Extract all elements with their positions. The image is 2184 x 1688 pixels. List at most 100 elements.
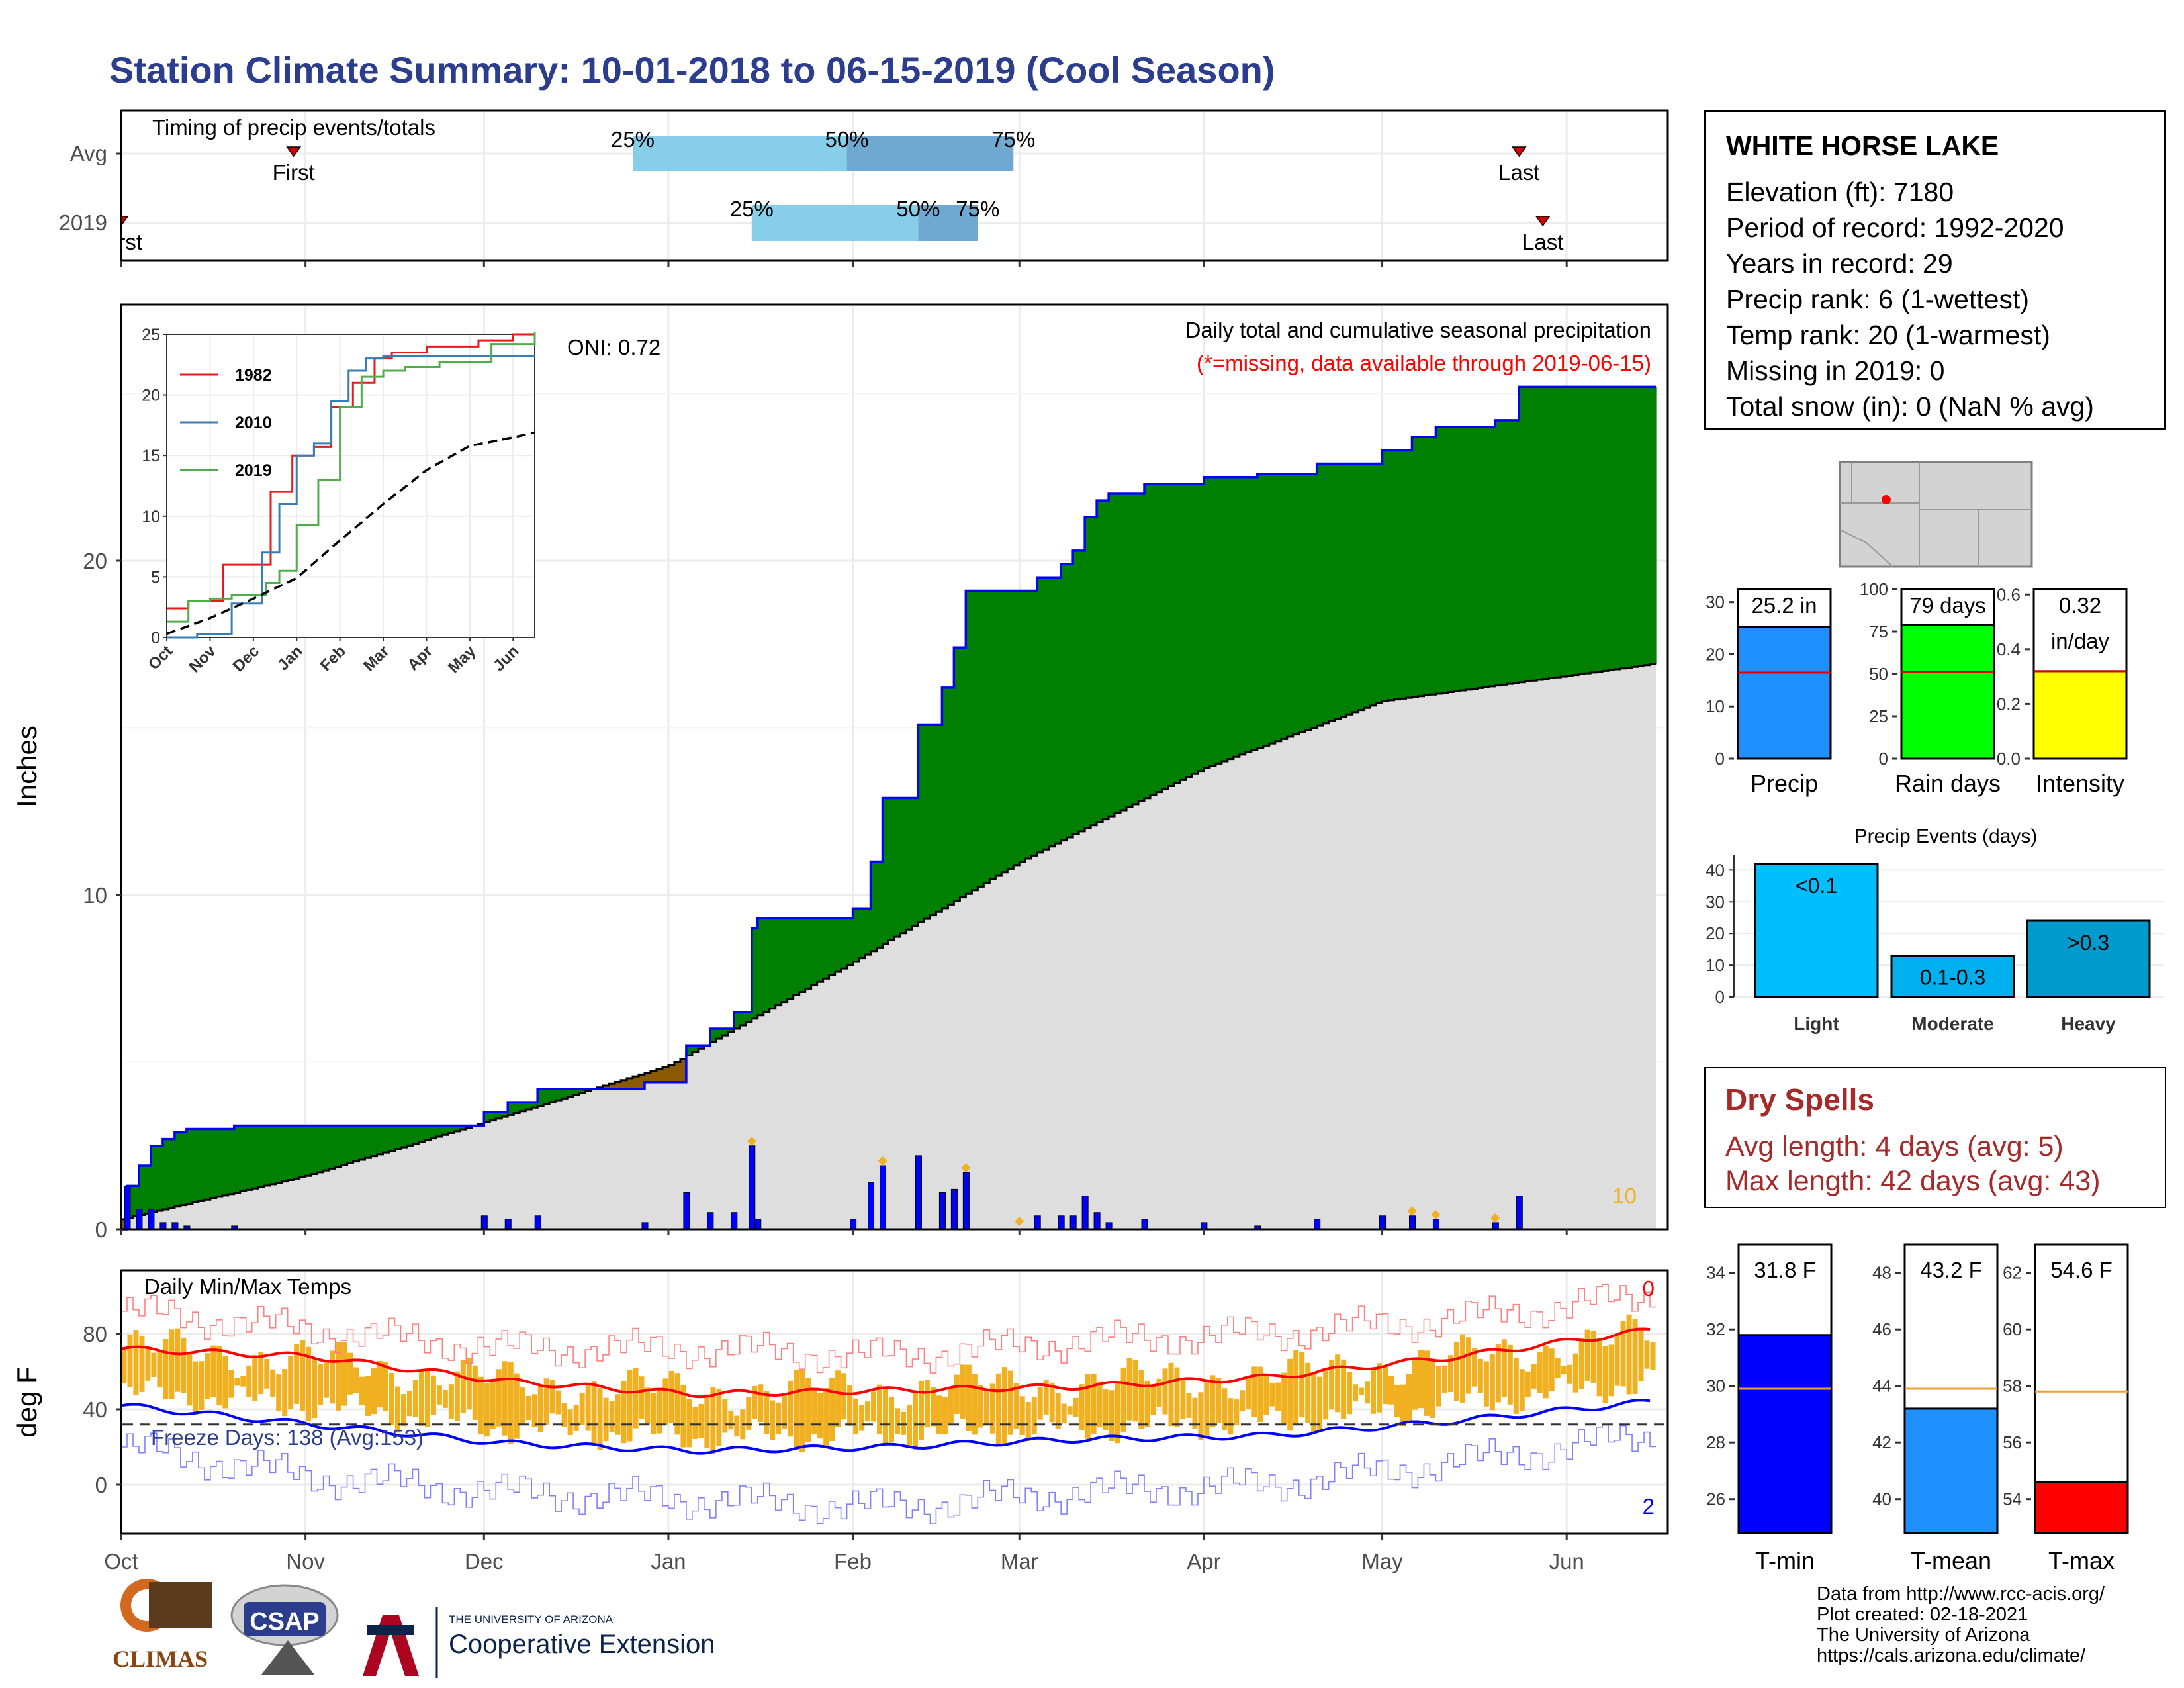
above-avg-segment xyxy=(1221,477,1228,761)
daily-temp-bar xyxy=(1335,1354,1341,1413)
summary-ytick-label: 0.2 xyxy=(1997,694,2021,714)
above-avg-segment xyxy=(1584,387,1591,674)
daily-precip-bar xyxy=(136,1209,143,1230)
daily-temp-bar xyxy=(942,1397,948,1434)
daily-precip-bar xyxy=(1379,1215,1387,1230)
above-avg-segment xyxy=(930,724,937,915)
daily-temp-bar xyxy=(1257,1366,1263,1422)
daily-precip-bar xyxy=(171,1222,179,1230)
above-avg-segment xyxy=(1197,483,1205,771)
above-avg-segment xyxy=(1489,427,1496,686)
inset-frame xyxy=(166,334,535,638)
above-avg-segment xyxy=(1091,517,1097,825)
station-info-box: WHITE HORSE LAKE Elevation (ft): 7180 Pe… xyxy=(1704,110,2166,430)
daily-temp-bar xyxy=(1447,1355,1453,1393)
temp-summary-ytick-label: 28 xyxy=(1706,1432,1725,1452)
daily-temp-bar xyxy=(454,1371,460,1421)
above-avg-segment xyxy=(954,647,960,902)
above-avg-segment xyxy=(1412,437,1419,697)
above-avg-segment xyxy=(787,918,794,999)
timing-p25-label: 25% xyxy=(611,127,655,152)
daily-temp-bar xyxy=(1055,1393,1061,1429)
above-avg-segment xyxy=(198,1129,205,1201)
daily-temp-bar xyxy=(1240,1390,1246,1412)
above-avg-segment xyxy=(436,1125,443,1137)
above-avg-segment xyxy=(1103,500,1109,820)
station-total-snow: Total snow (in): 0 (NaN % avg) xyxy=(1726,391,2094,422)
above-avg-segment xyxy=(1179,483,1187,780)
daily-temp-bar xyxy=(841,1373,847,1420)
month-label: Feb xyxy=(834,1549,872,1573)
daily-temp-bar xyxy=(1555,1358,1561,1378)
events-category-label: Light xyxy=(1794,1013,1839,1034)
daily-temp-bar xyxy=(1412,1360,1418,1410)
above-avg-segment xyxy=(1281,473,1288,739)
daily-temp-bar xyxy=(1269,1382,1275,1407)
above-avg-segment xyxy=(1441,427,1449,693)
summary-ytick-label: 30 xyxy=(1706,592,1725,612)
above-avg-segment xyxy=(234,1125,241,1193)
above-avg-segment xyxy=(406,1125,414,1146)
daily-temp-bar xyxy=(805,1378,811,1442)
timing-bar-50-75 xyxy=(918,205,978,241)
daily-temp-bar xyxy=(1614,1334,1620,1386)
above-avg-segment xyxy=(1346,463,1353,715)
above-avg-segment xyxy=(1310,473,1318,728)
daily-temp-bar xyxy=(406,1391,412,1417)
daily-precip-bar xyxy=(641,1222,649,1230)
temp-summary-bars: 26 28 30 32 34 31.8 F T-min 40 42 44 46 48 43.2 F T-m… xyxy=(1706,1243,2129,1574)
daily-temp-bar xyxy=(1543,1345,1549,1399)
temp-summary-ytick-label: 62 xyxy=(2003,1263,2022,1283)
daily-temp-bar xyxy=(520,1387,525,1426)
daily-precip-bar xyxy=(480,1215,488,1230)
summary-ytick-label: 0.4 xyxy=(1997,639,2021,659)
daily-temp-bar xyxy=(133,1330,139,1395)
above-avg-segment xyxy=(1519,387,1525,682)
above-avg-segment xyxy=(1632,387,1639,667)
month-label: Oct xyxy=(104,1549,138,1573)
events-bar-label: <0.1 xyxy=(1796,874,1837,898)
temp-summary-ytick-label: 32 xyxy=(1706,1319,1725,1339)
above-avg-segment xyxy=(1037,577,1044,853)
above-avg-segment xyxy=(1537,387,1543,680)
daily-temp-bar xyxy=(1049,1382,1055,1423)
above-avg-segment xyxy=(1477,427,1484,688)
above-avg-segment xyxy=(359,1125,366,1160)
above-avg-segment xyxy=(1567,387,1573,676)
above-avg-segment xyxy=(1215,477,1222,764)
daily-temp-bar xyxy=(478,1376,484,1434)
daily-temp-bar xyxy=(300,1340,306,1411)
daily-precip-bar xyxy=(1105,1222,1113,1230)
summary-ytick-label: 50 xyxy=(1869,664,1888,684)
daily-temp-bar xyxy=(222,1356,228,1409)
daily-temp-bar xyxy=(1495,1344,1501,1403)
temp-summary-ytick-label: 58 xyxy=(2003,1376,2022,1396)
station-period: Period of record: 1992-2020 xyxy=(1726,212,2064,243)
above-avg-segment xyxy=(388,1125,396,1151)
daily-temp-bar xyxy=(1019,1396,1025,1435)
above-avg-segment xyxy=(966,590,972,894)
month-axis-labels: Oct Nov Dec Jan Feb Mar Apr May Jun xyxy=(104,1549,1584,1573)
above-avg-segment xyxy=(888,798,895,941)
above-avg-segment xyxy=(978,590,984,887)
summary-ytick-label: 0.0 xyxy=(1997,749,2021,769)
daily-temp-bar xyxy=(1103,1389,1109,1430)
above-avg-segment xyxy=(168,1139,175,1208)
above-avg-segment xyxy=(841,918,848,969)
daily-temp-bar xyxy=(442,1389,448,1408)
above-avg-segment xyxy=(942,687,948,908)
daily-precip-bar xyxy=(915,1155,922,1230)
daily-temp-bar xyxy=(1525,1371,1531,1397)
daily-temp-bar xyxy=(1150,1384,1156,1415)
ua-logo-big-text: Cooperative Extension xyxy=(449,1630,715,1659)
summary-ytick-label: 0.6 xyxy=(1997,585,2021,604)
daily-temp-bar xyxy=(490,1379,496,1429)
daily-precip-bar xyxy=(1432,1219,1439,1230)
above-avg-segment xyxy=(531,1102,538,1108)
normal-max-line xyxy=(120,1327,1651,1399)
climas-logo: CLIMAS xyxy=(113,1579,212,1672)
daily-temp-bar xyxy=(1620,1321,1626,1387)
daily-temp-bar xyxy=(794,1370,799,1450)
daily-temp-bar xyxy=(543,1378,549,1425)
